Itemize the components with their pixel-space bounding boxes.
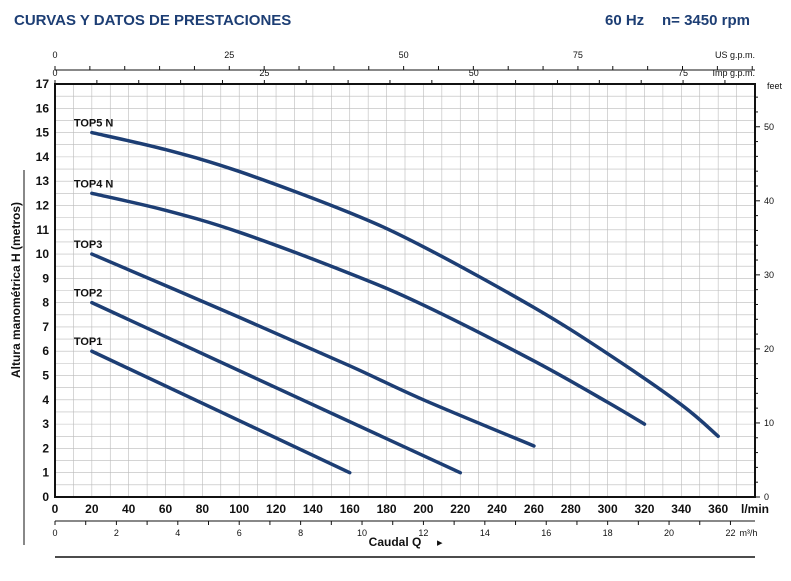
x-tick-label: 20 — [85, 502, 99, 516]
us-gpm-tick-label: 75 — [573, 50, 583, 60]
feet-tick-label: 10 — [764, 418, 774, 428]
m3h-tick-label: 22 — [725, 528, 735, 538]
feet-tick-label: 0 — [764, 492, 769, 502]
y-tick-label: 7 — [42, 320, 49, 334]
m3h-tick-label: 16 — [541, 528, 551, 538]
us-gpm-tick-label: 25 — [224, 50, 234, 60]
plot-frame — [54, 83, 756, 498]
x-tick-label: 240 — [487, 502, 507, 516]
x-tick-label: 140 — [303, 502, 323, 516]
imp-gpm-tick-label: 50 — [469, 68, 479, 78]
y-tick-label: 8 — [42, 296, 49, 310]
x-axis-label: Caudal Q — [369, 535, 422, 549]
x-tick-label: 80 — [196, 502, 210, 516]
feet-tick-label: 20 — [764, 344, 774, 354]
curve-top5-n — [90, 130, 720, 439]
feet-unit-label: feet — [767, 81, 783, 91]
us-gpm-unit-label: US g.p.m. — [715, 50, 755, 60]
x-tick-label: 40 — [122, 502, 136, 516]
y-tick-label: 16 — [36, 101, 50, 115]
us-gpm-tick-label: 50 — [399, 50, 409, 60]
m3h-tick-label: 20 — [664, 528, 674, 538]
x-tick-label: 220 — [450, 502, 470, 516]
y-tick-label: 15 — [36, 126, 50, 140]
x-tick-label: 100 — [229, 502, 249, 516]
feet-tick-label: 40 — [764, 196, 774, 206]
feet-tick-label: 50 — [764, 122, 774, 132]
y-tick-label: 1 — [42, 466, 49, 480]
y-tick-label: 12 — [36, 198, 50, 212]
x-tick-label: 300 — [598, 502, 618, 516]
m3h-tick-label: 4 — [175, 528, 180, 538]
y-tick-label: 2 — [42, 441, 49, 455]
x-tick-label: 180 — [377, 502, 397, 516]
m3h-tick-label: 2 — [114, 528, 119, 538]
x-tick-label: 360 — [708, 502, 728, 516]
y-tick-label: 5 — [42, 369, 49, 383]
m3h-tick-label: 10 — [357, 528, 367, 538]
us-gpm-tick-label: 0 — [52, 50, 57, 60]
x-tick-label: 0 — [52, 502, 59, 516]
m3h-tick-label: 14 — [480, 528, 490, 538]
y-axis-label: Altura manométrica H (metros) — [9, 202, 23, 378]
x-tick-label: 260 — [524, 502, 544, 516]
m3h-unit-label: m³/h — [739, 528, 757, 538]
imp-gpm-tick-label: 0 — [52, 68, 57, 78]
speed-label: n= 3450 rpm — [662, 12, 750, 29]
imp-gpm-tick-label: 75 — [678, 68, 688, 78]
curve-top1 — [90, 349, 352, 475]
y-tick-label: 14 — [36, 150, 50, 164]
series-label: TOP1 — [74, 336, 103, 348]
m3h-tick-label: 6 — [237, 528, 242, 538]
m3h-tick-label: 8 — [298, 528, 303, 538]
x-tick-label: 120 — [266, 502, 286, 516]
imp-gpm-tick-label: 25 — [259, 68, 269, 78]
m3h-tick-label: 18 — [603, 528, 613, 538]
page-title: CURVAS Y DATOS DE PRESTACIONES — [14, 12, 292, 29]
series-label: TOP4 N — [74, 178, 114, 190]
series-label: TOP2 — [74, 288, 103, 300]
series-label: TOP3 — [74, 239, 103, 251]
feet-tick-label: 30 — [764, 270, 774, 280]
y-tick-label: 6 — [42, 344, 49, 358]
y-tick-label: 3 — [42, 417, 49, 431]
y-tick-label: 9 — [42, 271, 49, 285]
y-tick-label: 10 — [36, 247, 50, 261]
x-tick-label: 340 — [671, 502, 691, 516]
series-label: TOP5 N — [74, 118, 114, 130]
imp-gpm-unit-label: Imp g.p.m. — [712, 68, 755, 78]
x-tick-label: 60 — [159, 502, 173, 516]
x-tick-label: 320 — [634, 502, 654, 516]
curve-top2 — [90, 300, 463, 475]
x-tick-label: 200 — [413, 502, 433, 516]
y-tick-label: 0 — [42, 490, 49, 504]
curve-top4-n — [90, 191, 647, 426]
m3h-tick-label: 0 — [52, 528, 57, 538]
curve-top3 — [90, 252, 536, 448]
y-tick-label: 11 — [36, 223, 49, 237]
y-tick-label: 4 — [42, 393, 49, 407]
x-tick-label: 160 — [340, 502, 360, 516]
x-unit-label: l/min — [741, 502, 769, 516]
x-tick-label: 280 — [561, 502, 581, 516]
m3h-tick-label: 12 — [418, 528, 428, 538]
frequency-label: 60 Hz — [605, 12, 645, 29]
y-tick-label: 13 — [36, 174, 50, 188]
caudal-arrow-icon: ▸ — [437, 537, 443, 549]
y-tick-label: 17 — [36, 77, 50, 91]
